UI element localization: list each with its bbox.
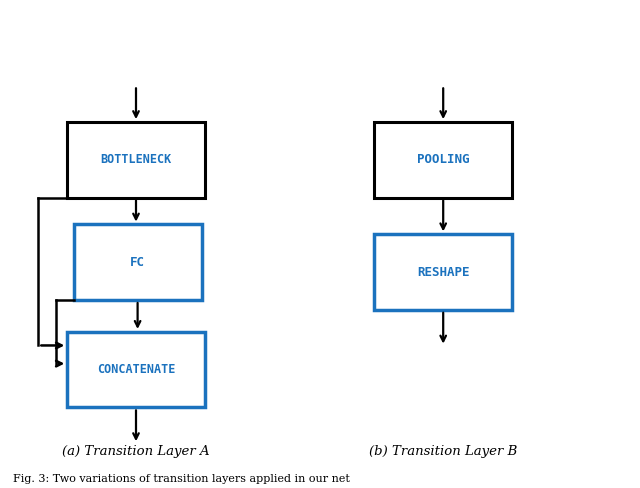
Bar bbox=[67, 332, 205, 407]
Text: FC: FC bbox=[130, 256, 145, 269]
Bar bbox=[374, 122, 512, 198]
Text: BOTTLENECK: BOTTLENECK bbox=[100, 153, 172, 166]
Text: (a) Transition Layer A: (a) Transition Layer A bbox=[62, 445, 210, 458]
Text: POOLING: POOLING bbox=[417, 153, 470, 166]
Text: CONCATENATE: CONCATENATE bbox=[97, 363, 175, 376]
Bar bbox=[74, 224, 202, 300]
Bar bbox=[374, 234, 512, 310]
Text: (b) Transition Layer B: (b) Transition Layer B bbox=[369, 445, 517, 458]
Bar bbox=[67, 122, 205, 198]
Text: Fig. 3: Two variations of transition layers applied in our net: Fig. 3: Two variations of transition lay… bbox=[13, 474, 349, 484]
Text: RESHAPE: RESHAPE bbox=[417, 265, 470, 279]
